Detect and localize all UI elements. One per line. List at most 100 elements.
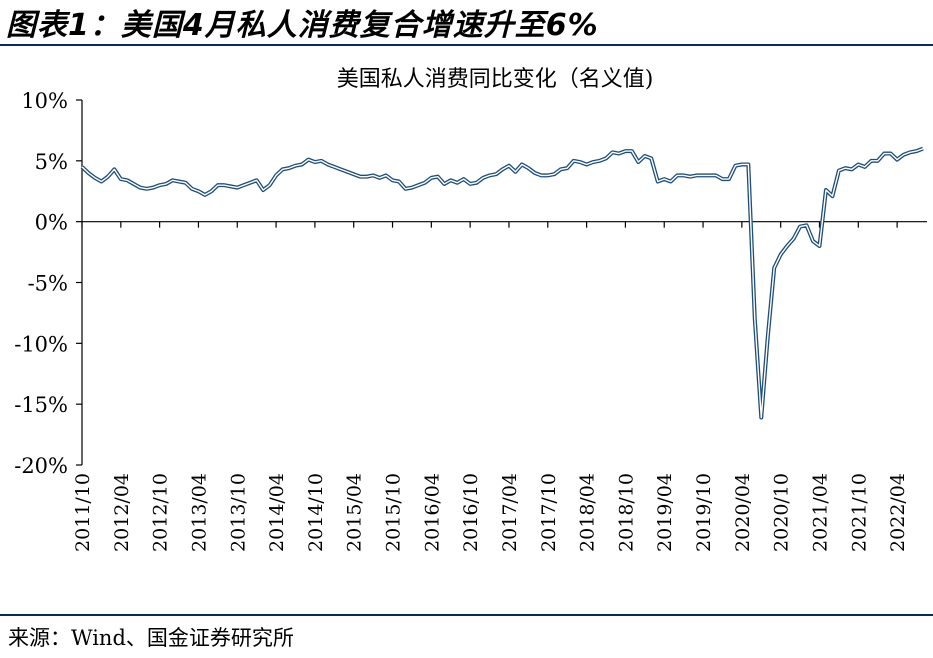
data-point: [210, 190, 213, 193]
data-point: [223, 184, 226, 187]
data-point: [734, 164, 737, 167]
data-point: [100, 180, 103, 183]
data-point: [902, 153, 905, 156]
data-point: [520, 163, 523, 166]
data-point: [113, 168, 116, 171]
data-point: [637, 160, 640, 163]
data-point: [760, 416, 763, 419]
data-point: [294, 164, 297, 167]
data-point: [423, 181, 426, 184]
y-tick-label: -10%: [14, 332, 68, 356]
data-point: [326, 163, 329, 166]
data-point: [339, 168, 342, 171]
data-point: [546, 174, 549, 177]
data-point: [630, 150, 633, 153]
data-point: [249, 181, 252, 184]
data-point: [397, 180, 400, 183]
data-point: [481, 176, 484, 179]
data-point: [598, 159, 601, 162]
y-tick-label: -15%: [14, 393, 68, 417]
data-point: [863, 165, 866, 168]
data-point: [132, 182, 135, 185]
x-tick-label: 2012/10: [150, 473, 172, 552]
data-point: [494, 173, 497, 176]
x-tick-label: 2016/04: [421, 473, 443, 552]
data-point: [566, 167, 569, 170]
source-note: 来源：Wind、国金证券研究所: [8, 626, 294, 650]
data-point: [585, 163, 588, 166]
data-point: [663, 177, 666, 180]
y-tick-label: -5%: [28, 272, 68, 296]
x-tick-label: 2019/10: [693, 473, 715, 552]
data-point: [533, 171, 536, 174]
data-point: [921, 147, 924, 150]
data-point: [313, 160, 316, 163]
data-point: [883, 152, 886, 155]
data-point: [792, 237, 795, 240]
data-point: [753, 317, 756, 320]
x-tick-label: 2015/04: [344, 473, 366, 552]
x-tick-label: 2016/10: [460, 473, 482, 552]
x-tick-label: 2017/04: [499, 473, 521, 552]
data-point: [165, 182, 168, 185]
data-point: [456, 181, 459, 184]
data-point: [139, 186, 142, 189]
x-tick-label: 2017/10: [538, 473, 560, 552]
data-point: [184, 181, 187, 184]
x-tick-label: 2020/10: [771, 473, 793, 552]
data-point: [126, 179, 129, 182]
data-point: [527, 167, 530, 170]
data-point: [617, 152, 620, 155]
data-point: [695, 174, 698, 177]
x-tick-label: 2011/10: [72, 473, 94, 552]
x-tick-label: 2012/04: [111, 473, 133, 552]
data-point: [824, 188, 827, 191]
data-point: [915, 150, 918, 153]
y-tick-label: 10%: [21, 89, 68, 113]
data-point: [591, 160, 594, 163]
data-point: [689, 175, 692, 178]
data-point: [384, 174, 387, 177]
data-point: [889, 152, 892, 155]
data-point: [372, 174, 375, 177]
data-point: [443, 182, 446, 185]
x-tick-label: 2014/10: [305, 473, 327, 552]
data-point: [462, 177, 465, 180]
data-point: [896, 158, 899, 161]
x-tick-label: 2018/10: [615, 473, 637, 552]
data-point: [805, 224, 808, 227]
data-point: [514, 170, 517, 173]
data-point: [158, 184, 161, 187]
data-point: [870, 159, 873, 162]
data-point: [669, 180, 672, 183]
data-point: [682, 174, 685, 177]
data-point: [779, 253, 782, 256]
data-point: [624, 150, 627, 153]
bottom-rule: [0, 614, 933, 616]
series-line-outer: [80, 146, 924, 420]
series-line-inner: [81, 148, 924, 419]
series-layer: [80, 146, 924, 420]
data-point: [676, 174, 679, 177]
data-point: [740, 163, 743, 166]
data-point: [216, 184, 219, 187]
data-point: [430, 176, 433, 179]
data-point: [908, 151, 911, 154]
data-point: [87, 171, 90, 174]
data-point: [747, 163, 750, 166]
x-tick-label: 2013/10: [227, 473, 249, 552]
data-point: [831, 195, 834, 198]
data-point: [643, 154, 646, 157]
data-point: [811, 240, 814, 243]
data-point: [236, 186, 239, 189]
data-point: [850, 168, 853, 171]
x-tick-label: 2015/10: [383, 473, 405, 552]
data-point: [727, 177, 730, 180]
data-point: [410, 186, 413, 189]
data-point: [171, 179, 174, 182]
data-point: [287, 167, 290, 170]
x-tick-label: 2021/04: [809, 473, 831, 552]
x-tick-label: 2020/04: [732, 473, 754, 552]
data-point: [837, 169, 840, 172]
data-point: [708, 174, 711, 177]
